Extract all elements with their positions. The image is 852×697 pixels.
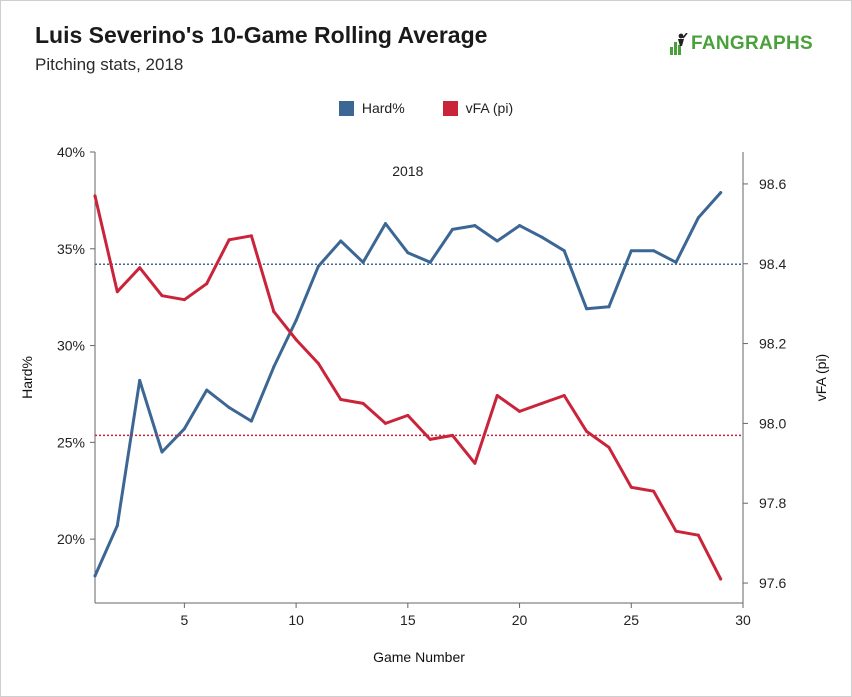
data-point-vfa[interactable] (272, 310, 276, 314)
brand-text: FANGRAPHS (691, 33, 813, 54)
data-point-vfa[interactable] (227, 238, 231, 242)
data-point-hard[interactable] (406, 251, 410, 255)
y-right-tick-label: 98.6 (759, 176, 786, 192)
data-point-vfa[interactable] (495, 393, 499, 397)
data-point-vfa[interactable] (562, 393, 566, 397)
data-point-vfa[interactable] (585, 429, 589, 433)
data-point-hard[interactable] (339, 239, 343, 243)
data-point-vfa[interactable] (406, 413, 410, 417)
data-point-hard[interactable] (696, 216, 700, 220)
x-tick-label: 10 (288, 612, 304, 628)
y-left-tick-label: 30% (57, 338, 85, 354)
x-axis-title: Game Number (373, 649, 465, 665)
batter-icon (669, 33, 688, 55)
y-right-tick-label: 98.2 (759, 336, 786, 352)
data-point-hard[interactable] (294, 318, 298, 322)
y-left-tick-label: 20% (57, 531, 85, 547)
x-tick-label: 15 (400, 612, 416, 628)
y-right-tick-label: 98.0 (759, 415, 786, 431)
chart-title: Luis Severino's 10-Game Rolling Average (35, 22, 488, 48)
chart-subtitle: Pitching stats, 2018 (35, 55, 184, 74)
x-tick-label: 30 (735, 612, 751, 628)
legend-item-vfa[interactable]: vFA (pi) (442, 100, 514, 116)
x-tick-label: 25 (623, 612, 639, 628)
data-point-hard[interactable] (495, 239, 499, 243)
data-point-vfa[interactable] (339, 397, 343, 401)
data-point-hard[interactable] (473, 224, 477, 228)
legend-swatch-vfa (442, 100, 458, 116)
data-point-vfa[interactable] (473, 461, 477, 465)
legend-item-hard[interactable]: Hard% (338, 100, 405, 116)
data-point-vfa[interactable] (674, 529, 678, 533)
y-right-tick-label: 98.4 (759, 256, 786, 272)
y-right-tick-label: 97.6 (759, 575, 786, 591)
data-point-vfa[interactable] (361, 401, 365, 405)
data-point-hard[interactable] (607, 305, 611, 309)
data-point-hard[interactable] (205, 388, 209, 392)
legend-label-vfa: vFA (pi) (465, 100, 514, 116)
data-point-hard[interactable] (451, 227, 455, 231)
data-point-vfa[interactable] (316, 362, 320, 366)
data-point-vfa[interactable] (629, 485, 633, 489)
data-point-hard[interactable] (160, 450, 164, 454)
brand-logo[interactable]: FANGRAPHS (668, 32, 813, 56)
data-point-vfa[interactable] (540, 401, 544, 405)
data-point-hard[interactable] (540, 235, 544, 239)
data-point-vfa[interactable] (205, 282, 209, 286)
data-point-vfa[interactable] (93, 194, 97, 198)
data-point-vfa[interactable] (383, 421, 387, 425)
data-point-vfa[interactable] (607, 445, 611, 449)
data-point-hard[interactable] (518, 224, 522, 228)
data-point-vfa[interactable] (719, 577, 723, 581)
legend-label-hard: Hard% (361, 100, 405, 116)
data-point-hard[interactable] (562, 249, 566, 253)
data-point-hard[interactable] (585, 307, 589, 311)
data-point-vfa[interactable] (451, 433, 455, 437)
data-point-hard[interactable] (361, 260, 365, 264)
data-point-hard[interactable] (383, 222, 387, 226)
y-left-tick-label: 35% (57, 241, 85, 257)
data-point-hard[interactable] (138, 378, 142, 382)
data-point-hard[interactable] (428, 260, 432, 264)
data-point-hard[interactable] (115, 524, 119, 528)
data-point-hard[interactable] (652, 249, 656, 253)
data-point-hard[interactable] (316, 264, 320, 268)
y-axis-right-title: vFA (pi) (813, 354, 829, 401)
data-point-hard[interactable] (629, 249, 633, 253)
series-line-hard (93, 191, 723, 578)
year-annotation: 2018 (392, 163, 423, 179)
data-point-vfa[interactable] (518, 409, 522, 413)
y-right-tick-label: 97.8 (759, 495, 786, 511)
y-axis-left-title: Hard% (19, 356, 35, 399)
data-point-hard[interactable] (674, 260, 678, 264)
data-point-vfa[interactable] (115, 290, 119, 294)
data-point-vfa[interactable] (182, 298, 186, 302)
data-point-hard[interactable] (182, 427, 186, 431)
y-left-tick-label: 40% (57, 144, 85, 160)
x-tick-label: 5 (180, 612, 188, 628)
data-point-hard[interactable] (719, 191, 723, 195)
data-point-hard[interactable] (227, 406, 231, 410)
data-point-hard[interactable] (93, 574, 97, 578)
data-point-vfa[interactable] (138, 266, 142, 270)
data-point-vfa[interactable] (696, 533, 700, 537)
data-point-vfa[interactable] (249, 234, 253, 238)
x-tick-label: 20 (512, 612, 528, 628)
data-point-vfa[interactable] (294, 338, 298, 342)
data-point-hard[interactable] (272, 365, 276, 369)
legend-swatch-hard (338, 100, 354, 116)
data-point-vfa[interactable] (652, 489, 656, 493)
data-point-vfa[interactable] (428, 437, 432, 441)
data-point-vfa[interactable] (160, 294, 164, 298)
y-left-tick-label: 25% (57, 434, 85, 450)
legend: Hard% vFA (pi) (0, 100, 852, 116)
data-point-hard[interactable] (249, 419, 253, 423)
